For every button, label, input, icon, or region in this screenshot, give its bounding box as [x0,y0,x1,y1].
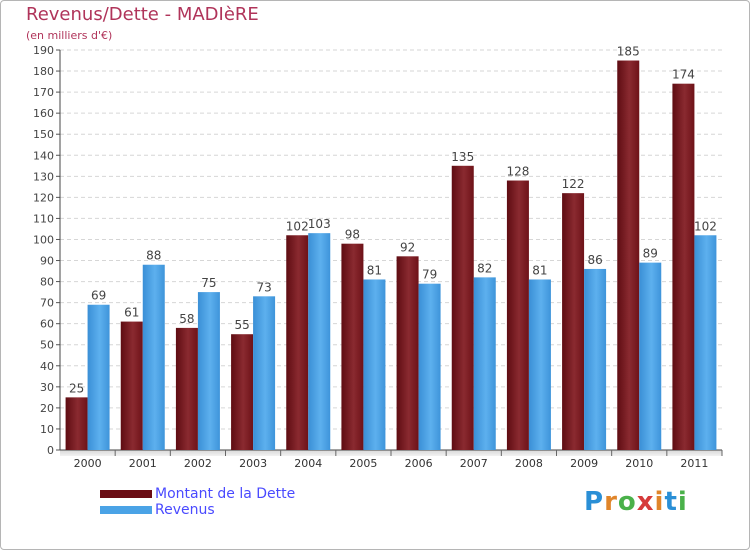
bar-revenue-2003 [253,296,276,450]
bar-debt-2008 [506,180,529,451]
y-tick-label: 120 [33,191,54,204]
x-tick-label: 2002 [184,457,212,470]
data-label-debt: 122 [562,177,585,191]
data-label-debt: 92 [400,240,415,254]
data-label-debt: 58 [179,312,194,326]
chart-title: Revenus/Dette - MADIèRE [26,4,259,25]
data-label-revenue: 81 [532,263,547,277]
y-tick-label: 110 [33,212,54,225]
bar-debt-2010 [617,60,640,451]
bar-revenue-2009 [584,268,607,450]
y-tick-label: 0 [47,444,54,457]
bar-debt-2002 [175,327,198,450]
x-tick-label: 2004 [294,457,322,470]
bar-debt-2001 [120,321,143,450]
data-label-revenue: 75 [201,276,216,290]
y-tick-label: 150 [33,128,54,141]
bar-debt-2007 [451,165,474,450]
x-tick-label: 2008 [515,457,543,470]
y-tick-label: 30 [40,381,54,394]
data-label-revenue: 102 [694,219,717,233]
logo-letter: r [604,487,618,517]
legend-swatch-debt [100,490,152,498]
bar-revenue-2002 [197,292,220,450]
data-label-revenue: 81 [367,263,382,277]
bar-revenue-2005 [363,279,386,450]
bar-debt-2005 [341,243,364,450]
y-tick-label: 160 [33,107,54,120]
logo-letter: x [636,487,655,517]
data-label-debt: 128 [506,165,529,179]
bar-debt-2000 [65,397,88,450]
y-tick-label: 60 [40,318,54,331]
y-tick-label: 190 [33,44,54,57]
data-label-debt: 185 [617,45,640,59]
data-label-debt: 135 [451,150,474,164]
data-label-revenue: 86 [587,253,602,267]
legend-label-debt: Montant de la Dette [155,486,296,502]
logo-letter: P [584,487,605,517]
data-label-revenue: 79 [422,268,437,282]
proxiti-logo[interactable]: Proxiti [584,487,688,517]
bar-revenue-2004 [308,233,331,450]
legend-label-revenue: Revenus [155,502,215,518]
bar-revenue-2006 [418,283,441,450]
y-tick-label: 100 [33,233,54,246]
data-label-revenue: 73 [256,280,271,294]
bar-revenue-2011 [694,235,717,450]
y-tick-label: 50 [40,339,54,352]
data-label-revenue: 103 [308,217,331,231]
x-tick-label: 2010 [625,457,653,470]
x-tick-label: 2006 [405,457,433,470]
legend-swatch-revenue [100,506,152,514]
x-tick-label: 2005 [349,457,377,470]
y-tick-label: 180 [33,65,54,78]
bar-debt-2006 [396,256,419,450]
y-tick-label: 20 [40,402,54,415]
x-tick-label: 2001 [129,457,157,470]
x-tick-label: 2003 [239,457,267,470]
y-tick-label: 40 [40,360,54,373]
x-tick-label: 2007 [460,457,488,470]
data-label-debt: 102 [286,219,309,233]
bar-revenue-2010 [639,262,662,450]
x-tick-label: 2009 [570,457,598,470]
bar-debt-2009 [562,193,585,450]
logo-letter: t [664,487,678,517]
data-label-debt: 55 [234,318,249,332]
y-tick-label: 140 [33,149,54,162]
data-label-debt: 25 [69,381,84,395]
bar-revenue-2007 [473,277,496,450]
logo-letter: o [617,487,637,517]
bar-revenue-2001 [142,264,165,450]
x-tick-label: 2011 [680,457,708,470]
data-label-revenue: 82 [477,261,492,275]
chart-subtitle: (en milliers d'€) [26,29,113,42]
data-label-revenue: 89 [643,247,658,261]
y-tick-label: 90 [40,255,54,268]
data-label-debt: 98 [345,228,360,242]
bar-debt-2003 [231,334,254,450]
bar-revenue-2000 [87,304,110,450]
bar-debt-2004 [286,235,309,450]
y-tick-label: 70 [40,297,54,310]
x-tick-label: 2000 [74,457,102,470]
logo-letter: i [677,487,688,517]
data-label-debt: 61 [124,306,139,320]
y-tick-label: 130 [33,170,54,183]
data-label-revenue: 69 [91,289,106,303]
bar-debt-2011 [672,83,695,451]
y-tick-label: 80 [40,276,54,289]
y-tick-label: 10 [40,423,54,436]
data-label-revenue: 88 [146,249,161,263]
bar-revenue-2008 [528,279,551,450]
data-label-debt: 174 [672,68,695,82]
logo-letter: i [654,487,665,517]
y-tick-label: 170 [33,86,54,99]
